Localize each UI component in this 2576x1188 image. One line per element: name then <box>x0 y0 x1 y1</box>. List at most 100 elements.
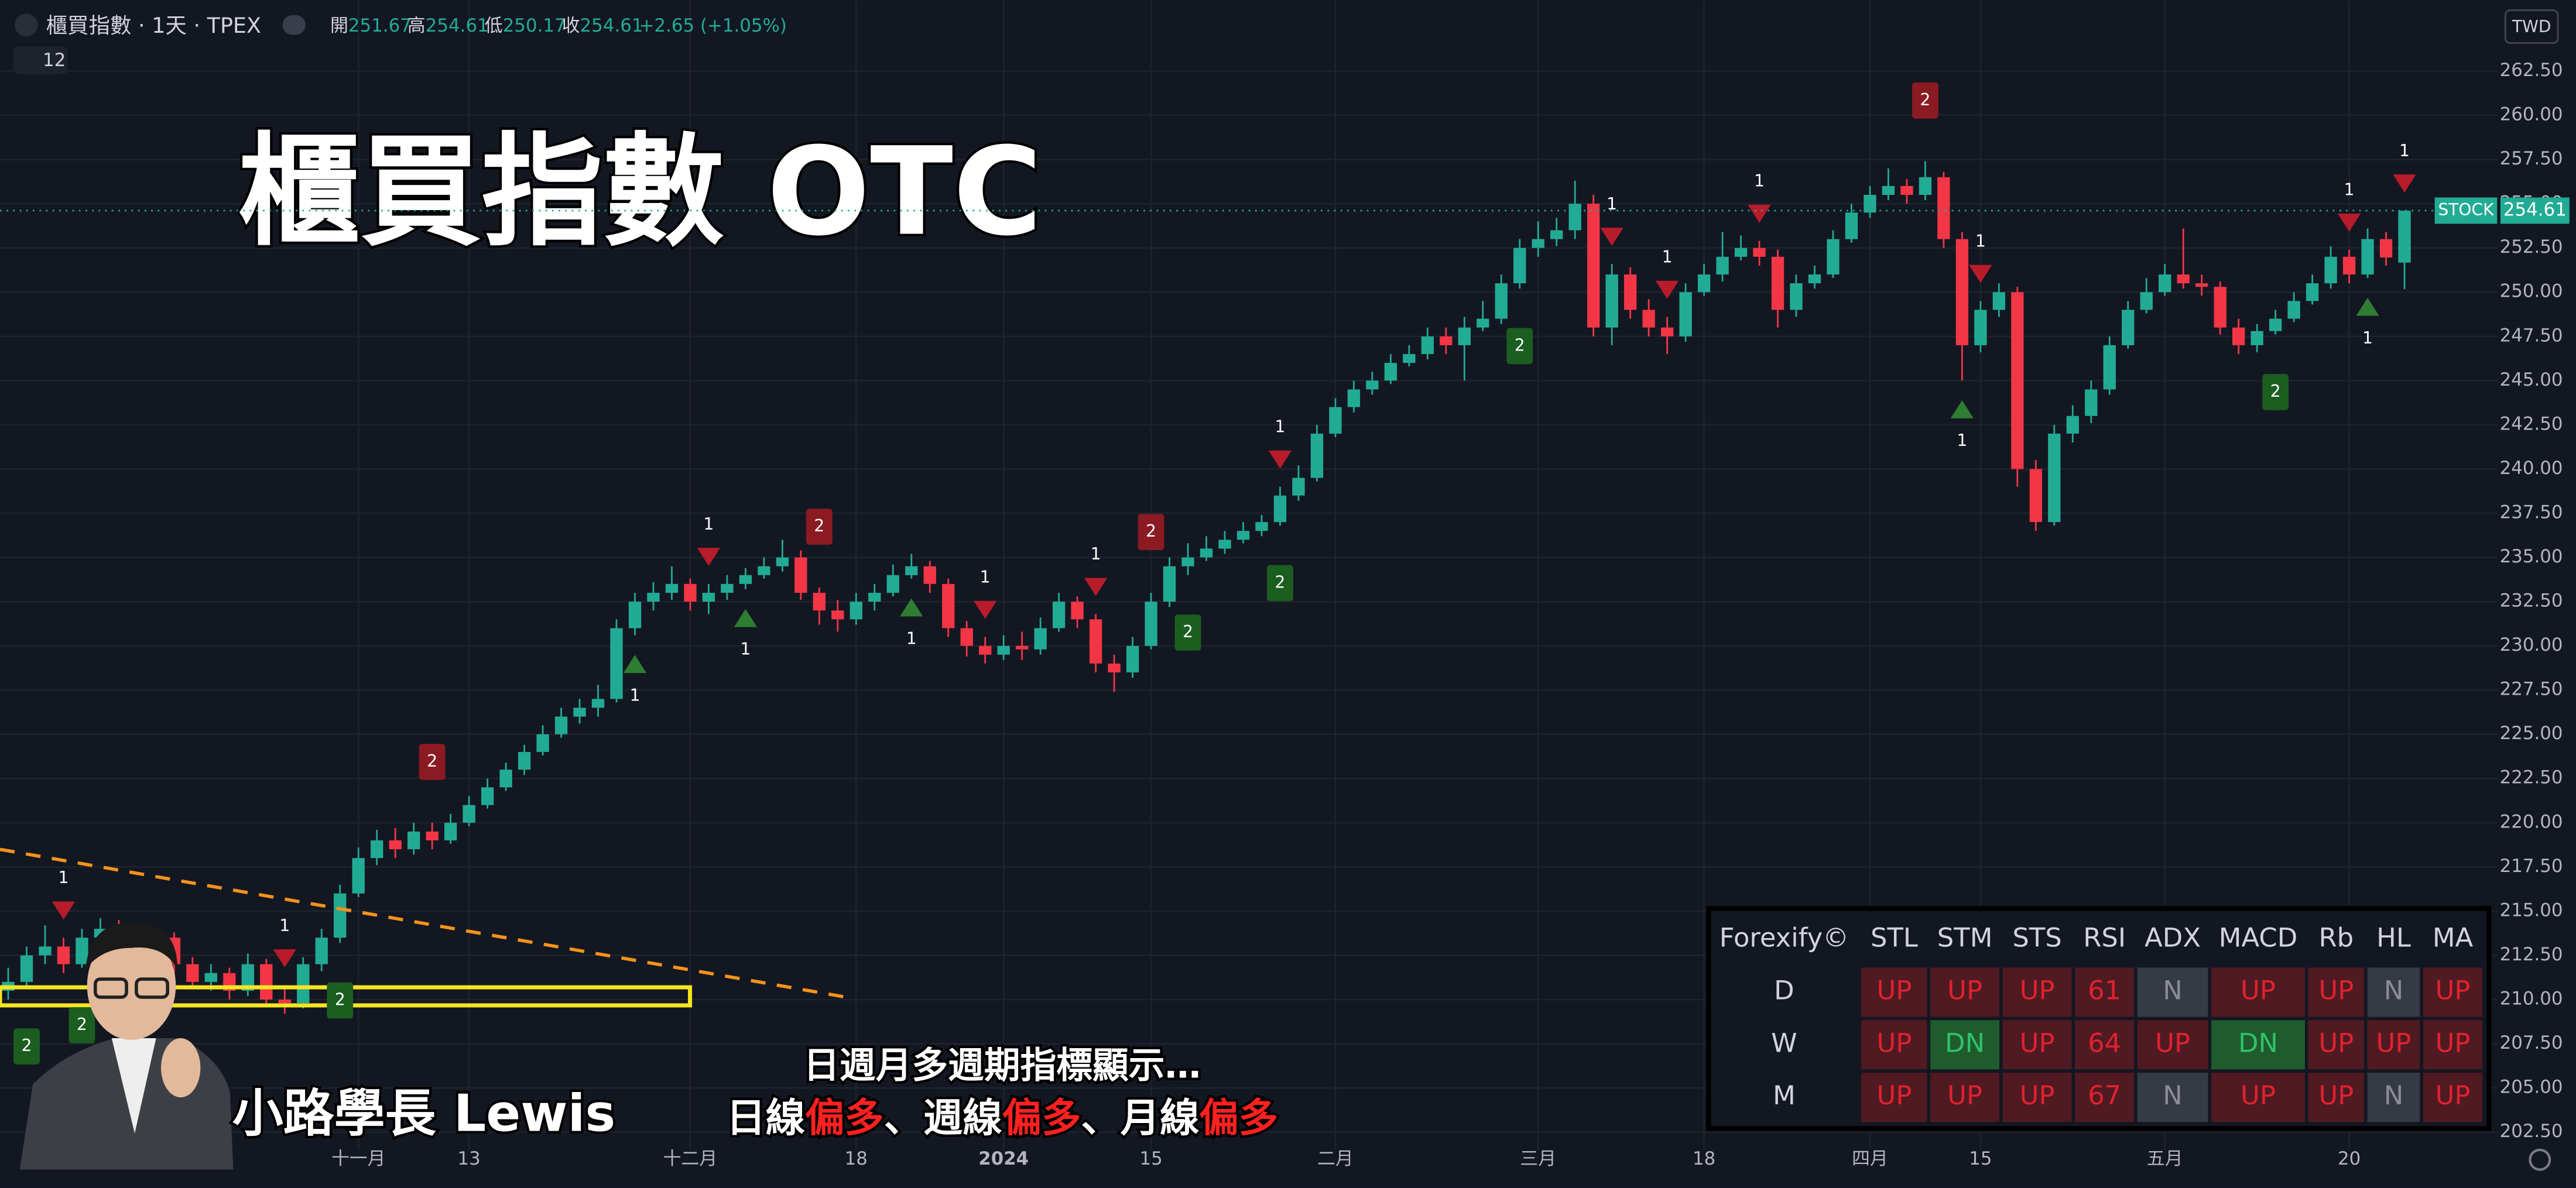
candle-body <box>1126 645 1139 672</box>
y-tick-label: 237.50 <box>2500 502 2563 523</box>
candle-body <box>794 557 807 593</box>
table-cell <box>2137 967 2208 1017</box>
candle-body <box>39 946 52 956</box>
candle-body <box>2306 283 2319 301</box>
signal-arrow <box>1950 400 1974 418</box>
signal-arrow <box>273 949 296 967</box>
table-value: UP <box>2155 1027 2190 1058</box>
table-cell <box>2308 1020 2365 1070</box>
candle-body <box>1827 239 1839 274</box>
signal-arrow <box>52 901 76 920</box>
candle-body <box>1366 380 1379 390</box>
candle-body <box>1882 186 1895 195</box>
x-tick-label: 二月 <box>1317 1148 1354 1169</box>
candle-body <box>554 716 568 734</box>
signal-label: 1 <box>279 916 290 935</box>
candle-body <box>1992 292 2006 310</box>
signal-arrow <box>2337 213 2361 232</box>
candle-body <box>2103 345 2116 390</box>
candle-body <box>2324 256 2337 284</box>
table-cell <box>2308 967 2365 1017</box>
toggle[interactable] <box>282 15 306 35</box>
signal-badge <box>1912 82 1938 119</box>
table-cell <box>2002 1072 2072 1122</box>
candle-body <box>1384 363 1397 381</box>
candle-body <box>1347 389 1361 407</box>
signal-badge <box>1506 328 1533 365</box>
candle-body <box>2379 239 2393 257</box>
y-tick-label: 245.00 <box>2500 369 2563 390</box>
ohlc-value: 254.61 <box>580 15 643 36</box>
signal-badge <box>327 982 354 1019</box>
candle-body <box>1440 336 1453 345</box>
candle-body <box>1052 602 1066 629</box>
x-tick-label: 15 <box>1139 1148 1162 1169</box>
candle-body <box>1660 327 1674 337</box>
signal-label: 2 <box>22 1036 32 1055</box>
candle-body <box>905 566 918 575</box>
ohlc-value: 251.67 <box>348 15 412 36</box>
candle-body <box>389 840 402 850</box>
table-cell <box>2211 967 2305 1017</box>
candle-body <box>1089 619 1102 664</box>
candle-body <box>1292 478 1305 496</box>
table-value: W <box>1771 1027 1797 1058</box>
table-value: 67 <box>2088 1080 2121 1111</box>
candle-body <box>407 831 420 850</box>
signal-label: 1 <box>980 567 991 586</box>
table-value: UP <box>1876 1027 1912 1058</box>
y-tick-label: 225.00 <box>2500 723 2563 744</box>
candle-body <box>426 831 439 841</box>
presenter: 小路學長 Lewis <box>232 1084 615 1144</box>
candle-body <box>315 938 328 964</box>
signal-label: 1 <box>2399 141 2410 160</box>
candle-body <box>684 583 697 602</box>
indicator-toggle[interactable] <box>13 46 68 74</box>
table-value: DN <box>1945 1027 1985 1058</box>
title: 櫃買指數 OTC <box>238 121 1042 263</box>
x-tick-label: 18 <box>1693 1148 1715 1169</box>
table-value: UP <box>2435 1080 2471 1111</box>
signal-label: 1 <box>630 685 640 705</box>
signal-badge <box>2262 374 2289 410</box>
signal-arrow <box>1969 265 1992 283</box>
candle-body <box>2287 301 2300 319</box>
candle-body <box>57 946 70 964</box>
table-value: 61 <box>2088 974 2121 1005</box>
table-value: UP <box>2241 1080 2276 1111</box>
candle-body <box>1900 186 1913 195</box>
x-tick-label: 2024 <box>978 1148 1029 1169</box>
table-cell <box>2137 1020 2208 1070</box>
table-value: 64 <box>2088 1027 2121 1058</box>
x-tick-label: 十一月 <box>331 1148 386 1169</box>
table-cell <box>2367 967 2420 1017</box>
table-cell <box>2423 967 2483 1017</box>
signal-label: 2 <box>1275 572 1286 592</box>
signal-label: 2 <box>814 516 824 535</box>
table-header: STM <box>1937 922 1993 953</box>
settings-icon[interactable] <box>2529 1148 2551 1171</box>
signal-label: 2 <box>77 1015 87 1034</box>
candle-body <box>1790 283 1803 310</box>
candle-body <box>2269 318 2282 331</box>
candle-body <box>1458 327 1471 345</box>
caption-line2: 日線偏多、週線偏多、月線偏多 <box>726 1094 1278 1141</box>
candle-body <box>1771 256 1784 310</box>
signal-label: 1 <box>59 868 69 887</box>
candle-body <box>1624 274 1637 310</box>
currency-box[interactable] <box>2504 9 2559 44</box>
candle-body <box>813 592 826 611</box>
table-value: N <box>2384 974 2404 1005</box>
x-tick-label: 五月 <box>2147 1148 2183 1169</box>
table-cell <box>1930 967 2000 1017</box>
y-tick-label: 227.50 <box>2500 679 2563 700</box>
table-value: N <box>2163 974 2183 1005</box>
signal-arrow <box>697 548 721 566</box>
table-value: UP <box>2376 1027 2411 1058</box>
table-header: MA <box>2433 922 2474 953</box>
candle-body <box>997 645 1010 655</box>
symbol: 櫃買指數 · 1天 · TPEX <box>46 13 261 38</box>
trend-line <box>0 847 847 999</box>
table-value: UP <box>1947 974 1982 1005</box>
